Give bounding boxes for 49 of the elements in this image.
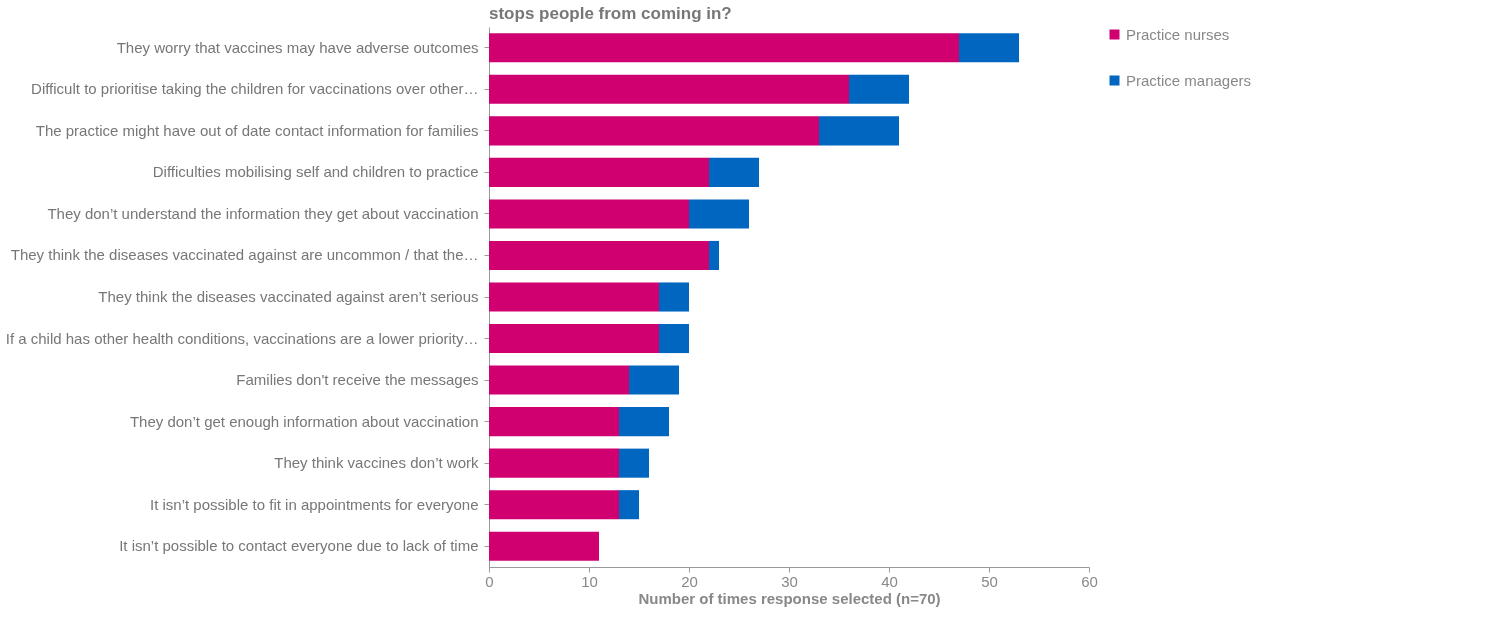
bar <box>959 33 1019 63</box>
bar <box>489 324 659 354</box>
y-tick-label: They don’t get enough information about vaccination <box>129 412 479 430</box>
bar <box>689 199 749 229</box>
bar <box>489 199 689 229</box>
x-tick-label: 40 <box>881 572 898 590</box>
y-tick-label: The practice might have out of date contact information for families <box>35 121 479 139</box>
y-tick-label: They think the diseases vaccinated against are uncommon / that the… <box>10 246 479 264</box>
x-tick-label: 50 <box>981 572 998 590</box>
bar <box>619 490 639 520</box>
bar <box>629 365 679 395</box>
y-tick-label: They worry that vaccines may have adverse outcomes <box>116 38 479 56</box>
bar <box>489 490 619 520</box>
bar <box>489 157 709 187</box>
y-tick-label: It isn’t possible to fit in appointments for everyone <box>149 495 479 513</box>
bar <box>489 33 959 63</box>
bar <box>819 116 899 146</box>
bar <box>659 282 689 312</box>
bar <box>849 74 909 104</box>
bar <box>489 240 709 270</box>
legend-label: Practice managers <box>1126 71 1252 89</box>
bar <box>489 282 659 312</box>
y-tick-label: They don’t understand the information they get about vaccination <box>47 204 479 222</box>
y-tick-label: Difficulties mobilising self and children to practice <box>152 163 479 181</box>
legend-label: Practice nurses <box>1126 25 1230 43</box>
y-tick-label: They think the diseases vaccinated against aren’t serious <box>98 288 479 305</box>
y-tick-label: They think vaccines don’t work <box>274 454 479 472</box>
y-tick-label: Difficult to prioritise taking the children for vaccinations over other… <box>31 80 479 98</box>
bar <box>709 157 759 187</box>
bar <box>489 365 629 395</box>
bar <box>489 116 819 146</box>
bar <box>489 531 599 561</box>
bar <box>489 74 849 104</box>
bar <box>489 407 619 437</box>
bar <box>619 448 649 478</box>
x-tick-label: 20 <box>681 572 698 590</box>
bar <box>659 324 689 354</box>
y-tick-label: It isn’t possible to contact everyone due to lack of time <box>119 537 479 555</box>
bar <box>619 407 669 437</box>
y-tick-label: Families don't receive the messages <box>236 371 479 389</box>
y-tick-label: If a child has other health conditions, vaccinations are a lower priority… <box>5 329 479 347</box>
x-tick-label: 0 <box>485 572 494 590</box>
bar <box>489 448 619 478</box>
x-axis-title: Number of times response selected (n=70) <box>638 589 941 607</box>
x-tick-label: 60 <box>1081 572 1098 590</box>
x-tick-label: 10 <box>581 572 598 590</box>
bar <box>709 240 719 270</box>
chart-title: stops people from coming in? <box>489 4 732 23</box>
x-tick-label: 30 <box>781 572 798 590</box>
